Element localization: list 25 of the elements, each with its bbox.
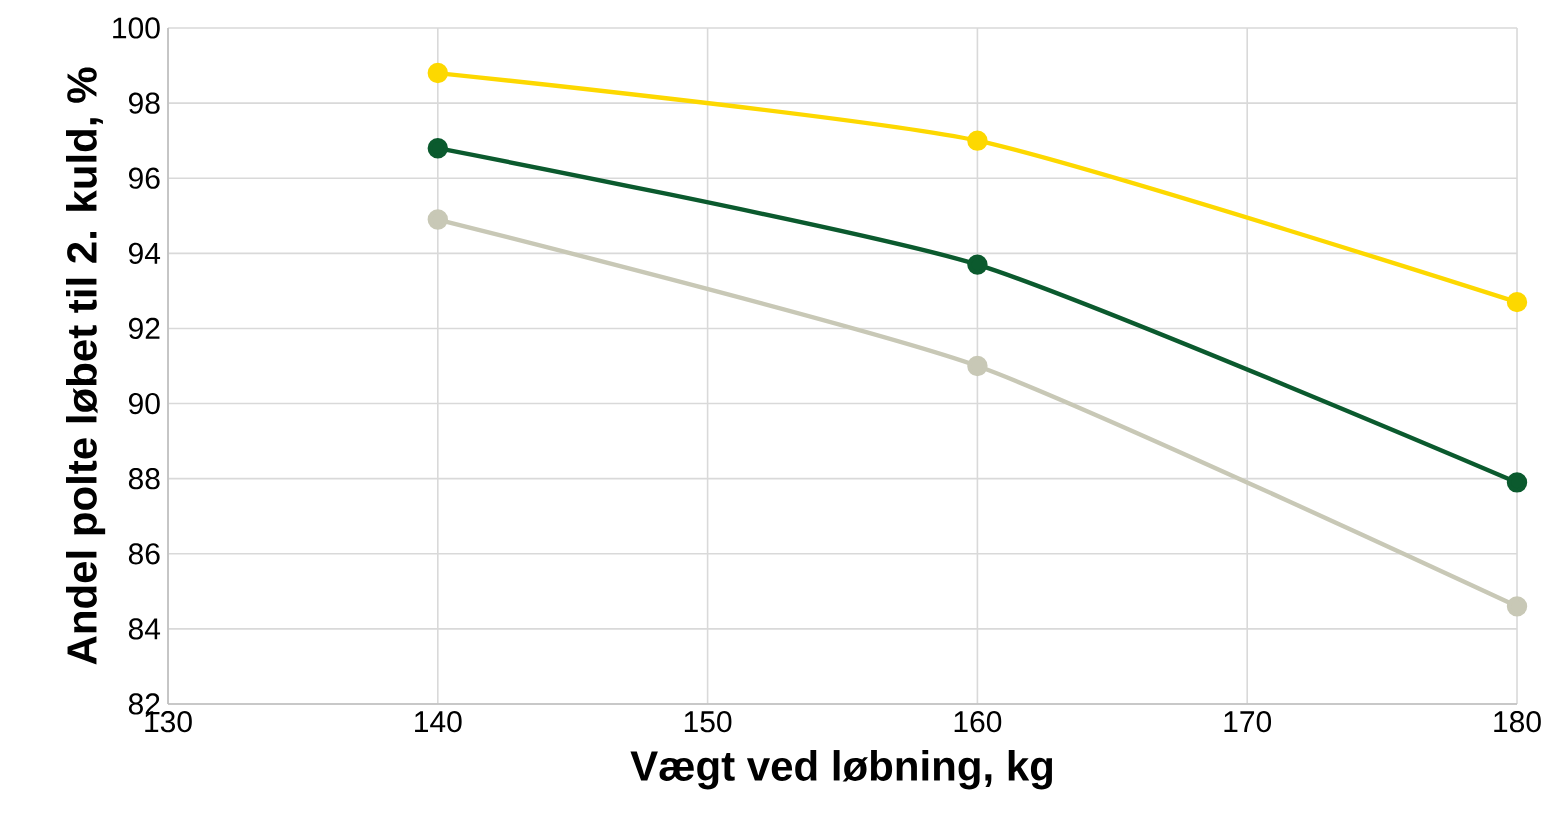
y-tick-label: 96	[128, 167, 160, 189]
y-tick-label: 88	[128, 468, 160, 490]
point	[427, 137, 449, 159]
y-tick-label: 84	[128, 618, 161, 640]
point	[967, 130, 988, 151]
point	[967, 355, 988, 377]
y-tick-label: 98	[128, 92, 160, 114]
point	[1506, 472, 1528, 493]
point	[1506, 291, 1528, 313]
x-axis-title: Vægt ved løbning, kg	[630, 750, 1053, 790]
x-tick-label: 180	[1494, 711, 1541, 733]
y-tick-label: 86	[128, 543, 160, 565]
point	[1506, 596, 1528, 617]
x-tick-label: 150	[684, 711, 732, 733]
x-tick-label: 170	[1224, 711, 1272, 733]
point	[427, 62, 449, 84]
point	[967, 254, 988, 275]
x-tick-label: 160	[954, 711, 1002, 733]
y-tick-label: 94	[128, 242, 161, 264]
y-tick-label: 100	[113, 17, 160, 39]
y-tick-label: 92	[128, 317, 160, 340]
y-axis-title: Andel polte løbet til 2. kuld, %	[66, 67, 106, 665]
x-tick-label: 140	[415, 711, 462, 733]
point	[427, 209, 449, 230]
y-tick-label: 90	[128, 392, 160, 415]
